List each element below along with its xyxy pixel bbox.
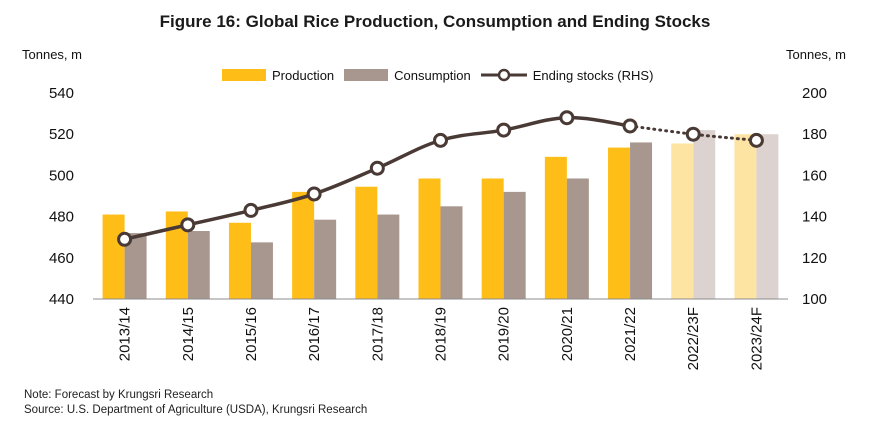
bar-production: [734, 134, 757, 299]
legend-swatch-production: [222, 69, 266, 81]
y-right-tick-label: 200: [802, 85, 827, 102]
note-source: Source: U.S. Department of Agriculture (…: [24, 404, 368, 416]
bar-consumption: [440, 206, 463, 299]
bar-consumption: [503, 191, 526, 299]
y-left-tick-label: 480: [49, 209, 74, 226]
x-tick-label: 2020/21: [559, 307, 576, 361]
bar-consumption: [630, 142, 653, 299]
y-right-tick-label: 120: [802, 250, 827, 267]
marker-ending-stocks: [243, 202, 259, 218]
y-left-tick-label: 460: [49, 250, 74, 267]
bar-production: [355, 186, 378, 299]
bar-consumption: [693, 130, 716, 299]
y-left-tick-label: 520: [49, 126, 74, 143]
bar-production: [228, 222, 251, 299]
y-left-tick-label: 540: [49, 85, 74, 102]
y-left-tick-label: 440: [49, 291, 74, 308]
marker-ending-stocks: [559, 110, 575, 126]
marker-ending-stocks: [117, 231, 133, 247]
bar-production: [671, 143, 694, 299]
x-tick-label: 2023/24F: [748, 307, 765, 370]
y-right-tick-label: 160: [802, 167, 827, 184]
y-right-tick-label: 180: [802, 126, 827, 143]
bar-consumption: [250, 242, 273, 299]
marker-ending-stocks: [748, 132, 764, 148]
legend-item-production: Production: [222, 68, 334, 83]
left-axis-unit: Tonnes, m: [22, 47, 82, 62]
marker-ending-stocks: [180, 217, 196, 233]
bar-production: [292, 191, 315, 299]
bar-production: [544, 156, 567, 299]
legend-item-ending-stocks: Ending stocks (RHS): [480, 67, 654, 83]
marker-ending-stocks: [685, 126, 701, 142]
marker-ending-stocks: [306, 186, 322, 202]
line-ending-stocks-forecast: [628, 124, 758, 142]
y-left-tick-label: 500: [49, 167, 74, 184]
marker-ending-stocks: [369, 160, 385, 176]
marker-ending-stocks: [622, 118, 638, 134]
note-forecast: Note: Forecast by Krungsri Research: [24, 389, 214, 401]
bar-consumption: [124, 233, 147, 299]
x-tick-label: 2019/20: [496, 307, 513, 361]
x-tick-label: 2014/15: [180, 307, 197, 361]
legend-line-ending-stocks: [480, 68, 527, 82]
legend-swatch-consumption: [344, 69, 389, 81]
x-tick-label: 2022/23F: [685, 307, 702, 370]
marker-ending-stocks: [433, 132, 448, 148]
notes: Note: Forecast by Krungsri Research Sour…: [24, 388, 367, 418]
legend-item-consumption: Consumption: [344, 68, 471, 83]
legend-label-ending-stocks: Ending stocks (RHS): [532, 67, 654, 83]
bar-consumption: [377, 214, 400, 299]
bar-production: [481, 178, 504, 299]
bar-consumption: [566, 178, 589, 299]
right-axis-unit: Tonnes, m: [786, 47, 846, 62]
legend-label-consumption: Consumption: [394, 67, 471, 83]
marker-ending-stocks: [496, 122, 512, 138]
bar-consumption: [187, 231, 210, 299]
bar-production: [102, 214, 125, 299]
x-tick-label: 2015/16: [243, 307, 260, 361]
bar-consumption: [756, 134, 779, 299]
y-right-tick-label: 140: [802, 209, 827, 226]
chart-title: Figure 16: Global Rice Production, Consu…: [159, 12, 711, 31]
x-tick-label: 2018/19: [433, 307, 450, 361]
x-tick-label: 2016/17: [306, 307, 323, 361]
bar-production: [165, 211, 188, 299]
x-tick-label: 2013/14: [117, 307, 134, 361]
x-tick-label: 2017/18: [369, 307, 386, 361]
bar-production: [418, 178, 441, 299]
bar-consumption: [314, 219, 337, 299]
y-right-tick-label: 100: [802, 291, 827, 308]
bar-production: [608, 147, 631, 299]
legend-label-production: Production: [272, 67, 335, 83]
x-tick-label: 2021/22: [622, 307, 639, 361]
legend: Production Consumption Ending stocks (RH…: [222, 66, 663, 84]
